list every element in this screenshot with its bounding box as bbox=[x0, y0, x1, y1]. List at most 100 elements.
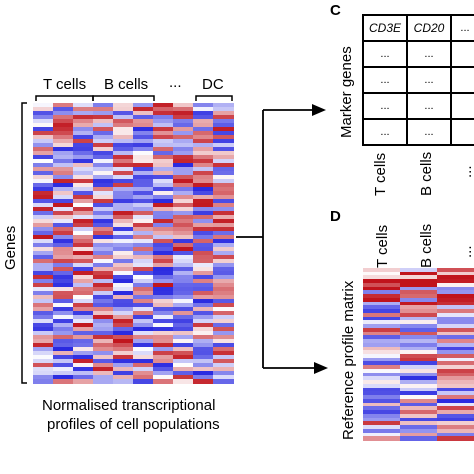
heatmap-cell bbox=[73, 343, 94, 348]
heatmap-cell bbox=[73, 291, 94, 296]
heatmap-cell bbox=[113, 135, 134, 140]
heatmap-cell bbox=[400, 331, 438, 337]
heatmap-cell bbox=[33, 239, 54, 244]
heatmap-cell bbox=[53, 247, 74, 252]
marker-cell bbox=[450, 40, 474, 68]
heatmap-cell bbox=[113, 155, 134, 160]
heatmap-cell bbox=[173, 111, 194, 116]
heatmap-cell bbox=[33, 243, 54, 248]
heatmap-cell bbox=[153, 319, 174, 324]
heatmap-cell bbox=[193, 159, 214, 164]
heatmap-cell bbox=[113, 243, 134, 248]
heatmap-cell bbox=[153, 351, 174, 356]
heatmap-cell bbox=[153, 355, 174, 360]
heatmap-cell bbox=[53, 251, 74, 256]
heatmap-cell bbox=[73, 195, 94, 200]
heatmap-cell bbox=[93, 239, 114, 244]
heatmap-cell bbox=[73, 255, 94, 260]
heatmap-cell bbox=[133, 255, 154, 260]
heatmap-cell bbox=[53, 287, 74, 292]
heatmap-cell bbox=[173, 367, 194, 372]
heatmap-cell bbox=[33, 287, 54, 292]
heatmap-cell bbox=[93, 103, 114, 108]
heatmap-cell bbox=[133, 291, 154, 296]
heatmap-cell bbox=[133, 351, 154, 356]
heatmap-cell bbox=[53, 315, 74, 320]
heatmap-cell bbox=[173, 379, 194, 384]
heatmap-cell bbox=[213, 167, 234, 172]
heatmap-cell bbox=[400, 387, 438, 393]
heatmap-cell bbox=[53, 271, 74, 276]
heatmap-cell bbox=[193, 291, 214, 296]
heatmap-cell bbox=[363, 275, 401, 281]
heatmap-cell bbox=[93, 119, 114, 124]
heatmap-cell bbox=[437, 410, 474, 416]
heatmap-cell bbox=[113, 299, 134, 304]
heatmap-cell bbox=[437, 365, 474, 371]
heatmap-cell bbox=[53, 139, 74, 144]
heatmap-cell bbox=[133, 171, 154, 176]
heatmap-cell bbox=[437, 327, 474, 333]
panel-c-col-label-more: ... bbox=[458, 165, 474, 178]
heatmap-cell bbox=[173, 131, 194, 136]
heatmap-cell bbox=[173, 119, 194, 124]
heatmap-cell bbox=[33, 103, 54, 108]
heatmap-cell bbox=[213, 119, 234, 124]
heatmap-cell bbox=[73, 251, 94, 256]
heatmap-cell bbox=[93, 195, 114, 200]
heatmap-cell bbox=[193, 323, 214, 328]
heatmap-cell bbox=[73, 171, 94, 176]
heatmap-cell bbox=[173, 283, 194, 288]
heatmap-cell bbox=[400, 294, 438, 300]
heatmap-cell bbox=[213, 335, 234, 340]
heatmap-cell bbox=[133, 355, 154, 360]
heatmap-cell bbox=[173, 359, 194, 364]
heatmap-cell bbox=[153, 287, 174, 292]
heatmap-cell bbox=[193, 343, 214, 348]
heatmap-cell bbox=[113, 215, 134, 220]
heatmap-cell bbox=[73, 351, 94, 356]
heatmap-cell bbox=[153, 203, 174, 208]
heatmap-cell bbox=[133, 199, 154, 204]
heatmap-cell bbox=[133, 147, 154, 152]
heatmap-cell bbox=[93, 211, 114, 216]
heatmap-cell bbox=[193, 367, 214, 372]
heatmap-cell bbox=[400, 410, 438, 416]
heatmap-cell bbox=[363, 354, 401, 359]
heatmap-cell bbox=[437, 339, 474, 345]
heatmap-cell bbox=[213, 171, 234, 176]
heatmap-cell bbox=[153, 315, 174, 320]
heatmap-cell bbox=[173, 171, 194, 176]
heatmap-cell bbox=[213, 287, 234, 292]
heatmap-cell bbox=[133, 215, 154, 220]
heatmap-cell bbox=[193, 143, 214, 148]
heatmap-cell bbox=[113, 363, 134, 368]
heatmap-cell bbox=[53, 135, 74, 140]
heatmap-cell bbox=[153, 147, 174, 152]
heatmap-cell bbox=[193, 375, 214, 380]
heatmap-cell bbox=[73, 315, 94, 320]
caption-line-2: profiles of cell populations bbox=[47, 416, 220, 433]
heatmap-cell bbox=[153, 183, 174, 188]
heatmap-cell bbox=[213, 223, 234, 228]
heatmap-cell bbox=[193, 163, 214, 168]
heatmap-cell bbox=[437, 342, 474, 348]
heatmap-cell bbox=[193, 119, 214, 124]
heatmap-cell bbox=[53, 163, 74, 168]
heatmap-cell bbox=[53, 371, 74, 376]
heatmap-cell bbox=[173, 191, 194, 196]
heatmap-cell bbox=[173, 263, 194, 268]
heatmap-cell bbox=[153, 231, 174, 236]
heatmap-cell bbox=[133, 379, 154, 384]
heatmap-cell bbox=[133, 363, 154, 368]
heatmap-cell bbox=[113, 279, 134, 284]
heatmap-cell bbox=[153, 279, 174, 284]
heatmap-cell bbox=[400, 268, 438, 273]
heatmap-cell bbox=[363, 335, 401, 341]
heatmap-cell bbox=[73, 127, 94, 132]
heatmap-cell bbox=[113, 291, 134, 296]
heatmap-cell bbox=[153, 151, 174, 156]
heatmap-cell bbox=[363, 417, 401, 423]
heatmap-cell bbox=[73, 363, 94, 368]
heatmap-cell bbox=[193, 183, 214, 188]
